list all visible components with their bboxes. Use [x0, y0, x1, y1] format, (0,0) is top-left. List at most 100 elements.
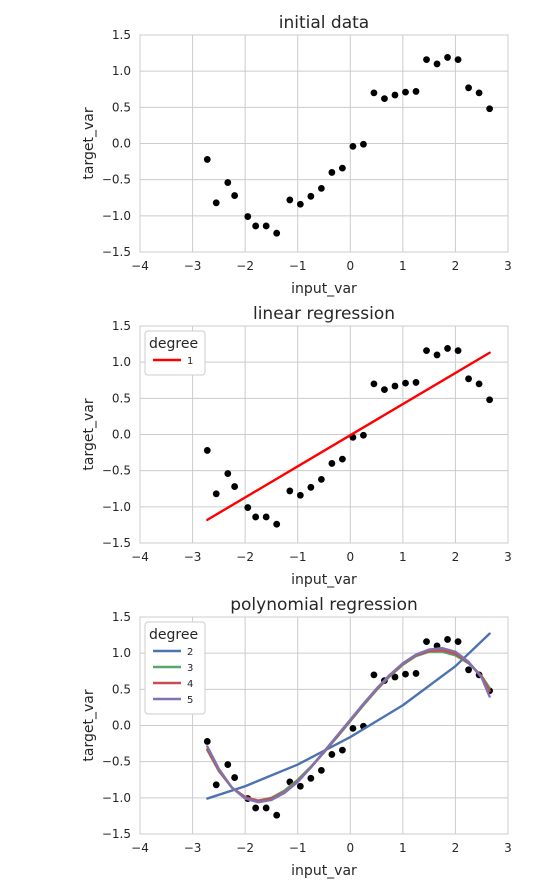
data-point [252, 222, 260, 230]
x-tick-label: 2 [452, 259, 460, 273]
data-point [391, 382, 399, 390]
data-point [273, 520, 281, 528]
y-axis-label: target_var [81, 107, 97, 179]
x-tick-label: −2 [236, 259, 254, 273]
data-point [412, 670, 420, 677]
data-point [391, 91, 399, 99]
y-tick-label: 1.5 [112, 319, 131, 333]
x-tick-label: −3 [184, 259, 202, 273]
x-tick-label: 3 [504, 550, 512, 564]
y-tick-label: −1.0 [102, 500, 131, 514]
data-point [370, 671, 378, 679]
y-tick-label: 1.0 [112, 646, 131, 660]
data-point [444, 54, 451, 61]
y-tick-label: −1.0 [102, 209, 131, 223]
data-point [328, 169, 336, 176]
x-tick-label: −4 [131, 550, 149, 564]
y-tick-label: 0.0 [112, 719, 131, 733]
y-axis-label: target_var [81, 398, 97, 470]
data-point [273, 229, 281, 237]
y-tick-label: 0.5 [112, 682, 131, 696]
legend-entry-label: 1 [187, 356, 193, 367]
plot-frame [139, 616, 509, 835]
data-point [244, 213, 252, 220]
x-tick-label: −1 [289, 259, 307, 273]
data-point [203, 738, 211, 745]
data-point [454, 347, 462, 354]
y-tick-label: −1.5 [102, 245, 131, 259]
series-line-degree-2 [206, 632, 491, 800]
legend-entry-label: 5 [187, 695, 193, 706]
data-point [465, 375, 472, 383]
y-axis-label: target_var [81, 689, 97, 761]
data-point [433, 351, 441, 359]
legend-title: degree [149, 336, 198, 352]
data-point [381, 95, 388, 103]
data-point [391, 673, 399, 681]
x-tick-label: 3 [504, 841, 512, 855]
data-point [433, 60, 441, 68]
data-point [286, 196, 294, 204]
y-tick-label: 1.0 [112, 355, 131, 369]
plot-frame [139, 34, 509, 253]
data-point [296, 491, 304, 499]
data-point [423, 638, 430, 645]
data-point [296, 782, 304, 790]
x-axis-label: input_var [291, 863, 357, 879]
data-point [231, 774, 239, 781]
data-point [370, 89, 378, 97]
plot-frame [139, 325, 509, 544]
data-point [273, 811, 281, 819]
y-tick-label: 1.5 [112, 28, 131, 42]
data-point [224, 761, 232, 768]
data-point [381, 386, 388, 394]
data-point [317, 184, 325, 192]
data-point [231, 192, 239, 199]
data-point [212, 199, 220, 207]
y-tick-label: 0.0 [112, 137, 131, 151]
data-point [307, 483, 315, 491]
legend: degree 2 3 4 5 [144, 621, 206, 715]
data-point [412, 379, 420, 386]
data-point [475, 380, 483, 388]
data-point [339, 746, 346, 754]
data-point [402, 379, 409, 387]
chart-title: linear regression [253, 304, 395, 324]
data-point [475, 89, 483, 97]
legend-entry-label: 2 [187, 647, 193, 658]
chart-title: initial data [279, 13, 369, 33]
data-point [360, 431, 367, 439]
data-point [203, 447, 211, 454]
data-point [339, 455, 346, 463]
data-point [360, 140, 367, 148]
data-point [244, 504, 252, 511]
legend-entry-label: 3 [187, 663, 193, 674]
legend: degree 1 [144, 330, 206, 376]
y-tick-label: 0.5 [112, 391, 131, 405]
data-point [454, 638, 462, 645]
y-tick-label: −0.5 [102, 755, 131, 769]
x-tick-label: −4 [131, 259, 149, 273]
data-point [328, 460, 336, 467]
y-tick-label: −1.0 [102, 791, 131, 805]
data-point [370, 380, 378, 388]
data-point [307, 774, 315, 782]
x-tick-label: 3 [504, 259, 512, 273]
data-point [212, 781, 220, 789]
data-point [262, 222, 270, 230]
data-point [454, 56, 462, 63]
data-point [465, 666, 472, 674]
data-point [328, 751, 336, 758]
data-point [286, 487, 294, 495]
y-tick-label: −0.5 [102, 464, 131, 478]
chart-panel-3: −4 −3 −2 −1 0 1 2 3 1.5 1.0 0.5 0.0 −0.5 −1.0 −1.5 poly… [81, 595, 512, 879]
series-line-degree-1 [206, 351, 491, 522]
y-tick-label: 0.0 [112, 428, 131, 442]
chart-panel-1: −4 −3 −2 −1 0 1 2 3 1.5 1.0 0.5 0.0 −0.5 −1.0 −1.5 init… [81, 13, 512, 297]
data-point [339, 164, 346, 172]
data-point [307, 192, 315, 200]
data-point [262, 804, 270, 812]
data-point [203, 156, 211, 163]
series-line-degree-5 [206, 646, 491, 804]
y-tick-label: 1.0 [112, 64, 131, 78]
